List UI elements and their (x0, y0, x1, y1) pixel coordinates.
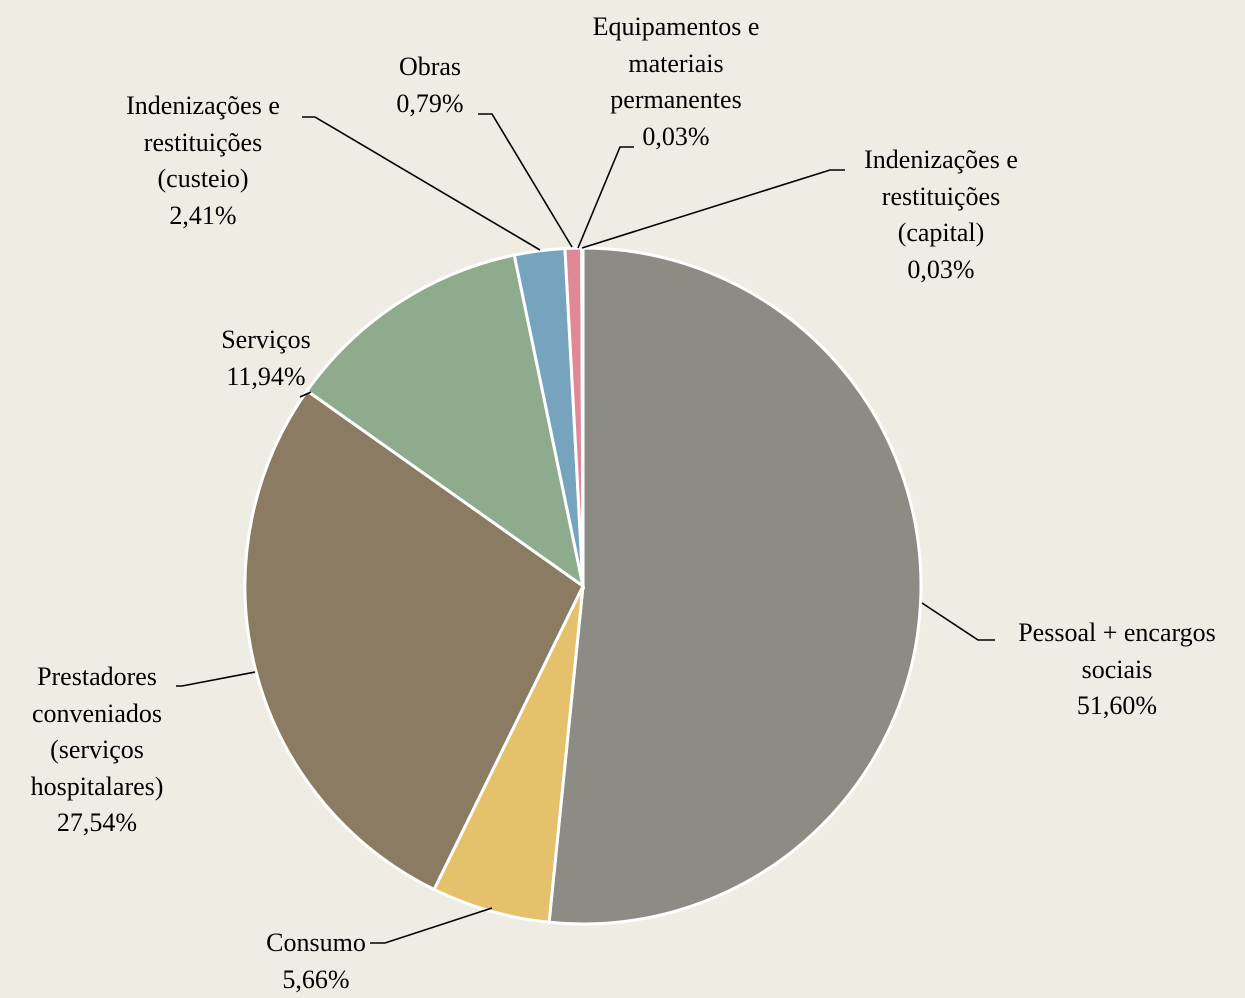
value-label: 2,41% (101, 198, 306, 235)
category-label: Indenizações e restituições (capital) (839, 142, 1044, 252)
category-label: Prestadores conveniados (serviços hospit… (10, 659, 185, 805)
leader-line (176, 672, 255, 686)
pie-slice (549, 248, 921, 924)
value-label: 11,94% (196, 359, 336, 396)
value-label: 0,03% (566, 119, 786, 156)
value-label: 27,54% (10, 805, 185, 842)
slice-label: Prestadores conveniados (serviços hospit… (10, 659, 185, 842)
value-label: 0,03% (839, 252, 1044, 289)
leader-line (582, 170, 845, 248)
value-label: 51,60% (992, 688, 1242, 725)
leader-line (302, 117, 540, 250)
slice-label: Indenizações e restituições (custeio)2,4… (101, 88, 306, 234)
leader-line (478, 114, 572, 247)
leader-line (578, 147, 634, 248)
category-label: Pessoal + encargos sociais (992, 615, 1242, 688)
category-label: Consumo (246, 925, 386, 962)
leader-line (922, 603, 995, 640)
pie-slice (582, 248, 583, 586)
slice-label: Indenizações e restituições (capital)0,0… (839, 142, 1044, 288)
value-label: 5,66% (246, 962, 386, 998)
category-label: Obras (380, 49, 480, 86)
value-label: 0,79% (380, 86, 480, 123)
category-label: Indenizações e restituições (custeio) (101, 88, 306, 198)
leader-line (370, 908, 492, 943)
category-label: Equipamentos e materiais permanentes (566, 9, 786, 119)
category-label: Serviços (196, 322, 336, 359)
